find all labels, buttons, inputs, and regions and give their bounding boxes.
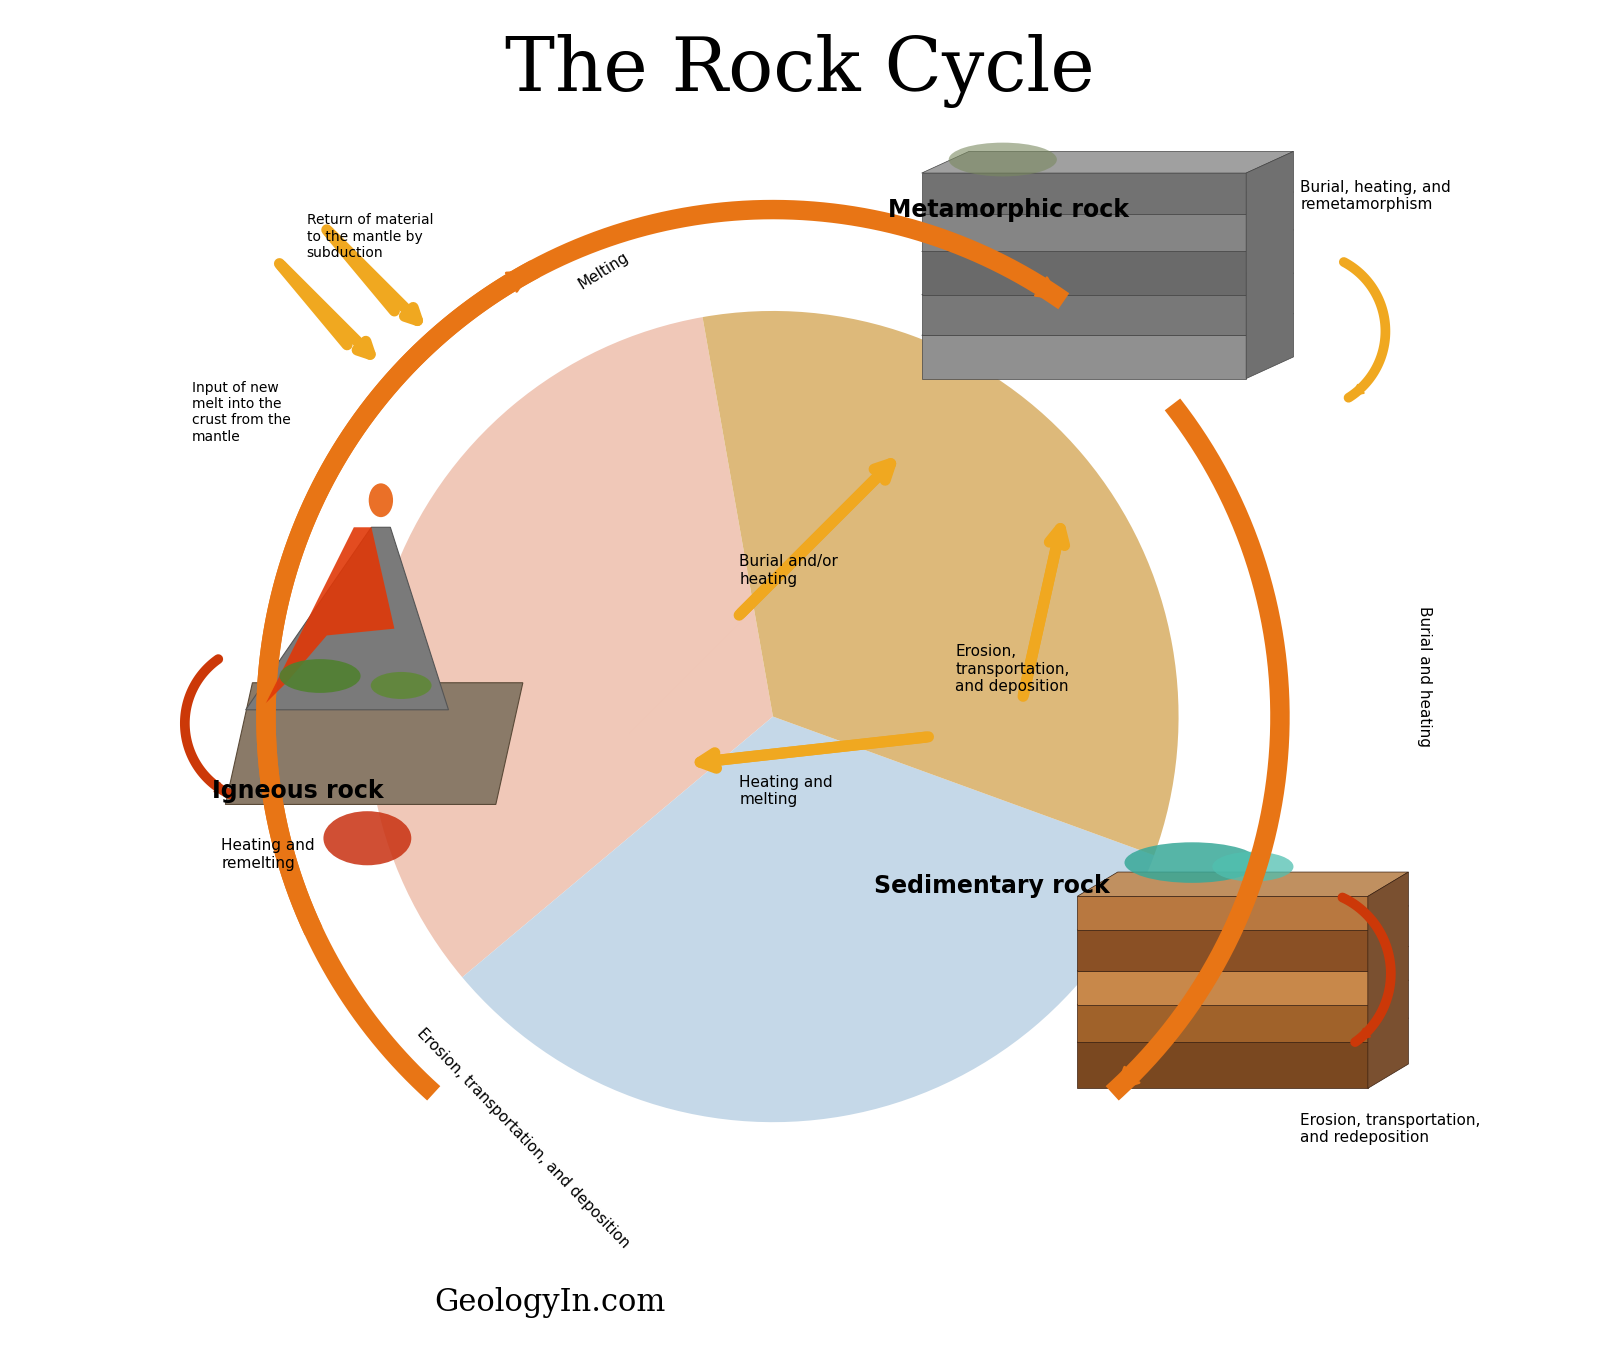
Polygon shape bbox=[1077, 1042, 1368, 1088]
Polygon shape bbox=[1368, 872, 1408, 1088]
Text: The Rock Cycle: The Rock Cycle bbox=[506, 34, 1094, 108]
Text: Erosion, transportation,
and redeposition: Erosion, transportation, and redepositio… bbox=[1301, 1113, 1480, 1145]
Polygon shape bbox=[922, 230, 1293, 251]
Polygon shape bbox=[922, 273, 1293, 295]
Ellipse shape bbox=[368, 484, 394, 516]
Polygon shape bbox=[226, 683, 523, 804]
Wedge shape bbox=[368, 318, 773, 977]
Ellipse shape bbox=[323, 811, 411, 865]
Text: Return of material
to the mantle by
subduction: Return of material to the mantle by subd… bbox=[307, 214, 434, 260]
Polygon shape bbox=[922, 251, 1246, 295]
Polygon shape bbox=[922, 335, 1246, 379]
Polygon shape bbox=[922, 295, 1246, 335]
Text: Erosion, transportation, and deposition: Erosion, transportation, and deposition bbox=[414, 1026, 632, 1251]
Text: Erosion,
transportation,
and deposition: Erosion, transportation, and deposition bbox=[955, 645, 1070, 694]
Polygon shape bbox=[1077, 980, 1408, 1005]
Ellipse shape bbox=[280, 660, 360, 692]
Polygon shape bbox=[1077, 946, 1408, 971]
Text: Sedimentary rock: Sedimentary rock bbox=[874, 873, 1110, 898]
Polygon shape bbox=[1077, 896, 1368, 930]
Text: Burial and/or
heating: Burial and/or heating bbox=[739, 554, 838, 587]
Polygon shape bbox=[1077, 906, 1408, 930]
Polygon shape bbox=[1077, 971, 1368, 1005]
Polygon shape bbox=[266, 527, 394, 703]
Wedge shape bbox=[702, 311, 1179, 856]
Text: Igneous rock: Igneous rock bbox=[211, 779, 384, 803]
Text: Heating and
melting: Heating and melting bbox=[739, 775, 832, 807]
Polygon shape bbox=[922, 151, 1293, 173]
Text: GeologyIn.com: GeologyIn.com bbox=[434, 1287, 666, 1318]
Polygon shape bbox=[1246, 151, 1293, 379]
Text: Input of new
melt into the
crust from the
mantle: Input of new melt into the crust from th… bbox=[192, 381, 290, 443]
Polygon shape bbox=[1077, 1018, 1408, 1042]
Text: Metamorphic rock: Metamorphic rock bbox=[888, 197, 1130, 222]
Ellipse shape bbox=[371, 672, 432, 699]
Ellipse shape bbox=[1125, 842, 1259, 883]
Wedge shape bbox=[462, 717, 1154, 1122]
Polygon shape bbox=[922, 173, 1246, 214]
Polygon shape bbox=[922, 214, 1246, 251]
Ellipse shape bbox=[949, 142, 1058, 176]
Text: Burial, heating, and
remetamorphism: Burial, heating, and remetamorphism bbox=[1301, 180, 1451, 212]
Polygon shape bbox=[1077, 872, 1408, 896]
Polygon shape bbox=[246, 527, 448, 710]
Text: Heating and
remelting: Heating and remelting bbox=[221, 838, 315, 871]
Polygon shape bbox=[1077, 930, 1368, 971]
Text: Burial and heating: Burial and heating bbox=[1418, 606, 1432, 746]
Ellipse shape bbox=[1213, 852, 1293, 882]
Polygon shape bbox=[922, 314, 1293, 335]
Text: Melting: Melting bbox=[576, 249, 632, 292]
Polygon shape bbox=[1077, 1005, 1368, 1042]
Polygon shape bbox=[922, 192, 1293, 214]
